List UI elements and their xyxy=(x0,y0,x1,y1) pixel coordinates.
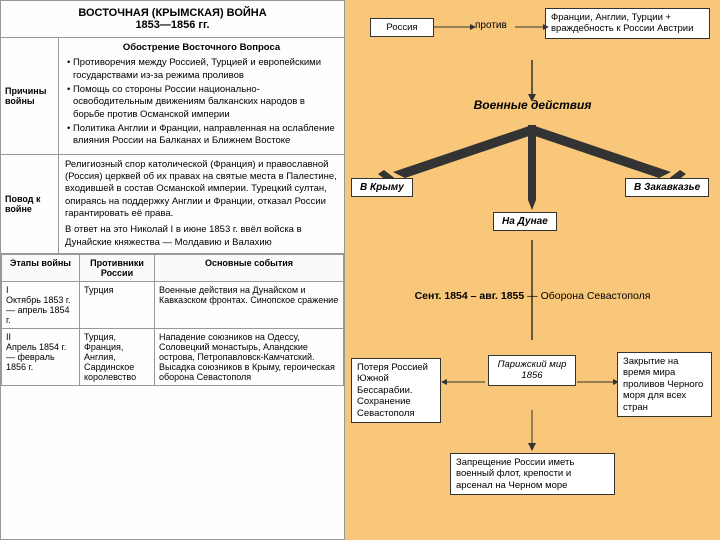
th-stages: Этапы войны xyxy=(2,255,80,282)
danube-box: На Дунае xyxy=(493,212,557,231)
enemies-box: Франции, Англии, Турции + враждебность к… xyxy=(545,8,710,39)
cell-stage2: II Апрель 1854 г. — февраль 1856 г. xyxy=(2,329,80,386)
military-label: Военные действия xyxy=(455,98,610,112)
cell-stage1: I Октябрь 1853 г. — апрель 1854 г. xyxy=(2,282,80,329)
russia-box: Россия xyxy=(370,18,434,37)
paris-box: Парижский мир 1856 xyxy=(488,355,576,386)
pretext-p2: В ответ на это Николай I в июне 1853 г. … xyxy=(65,224,338,249)
cell-enemy2: Турция, Франция, Англия, Сардинское коро… xyxy=(80,329,155,386)
right-diagram: Россия против Франции, Англии, Турции + … xyxy=(345,0,720,540)
sev-date: Сент. 1854 – авг. 1855 xyxy=(415,290,525,302)
sev-text: — Оборона Севастополя xyxy=(524,290,650,302)
pretext-section: Повод к войне Религиозный спор католичес… xyxy=(1,155,344,254)
cell-events1: Военные действия на Дунайском и Кавказск… xyxy=(155,282,344,329)
reasons-label: Причины войны xyxy=(1,38,59,154)
reasons-heading: Обострение Восточного Вопроса xyxy=(65,42,338,54)
reasons-section: Причины войны Обострение Восточного Вопр… xyxy=(1,38,344,155)
cell-events2: Нападение союзников на Одессу, Соловецки… xyxy=(155,329,344,386)
reason-1: • Противоречия между Россией, Турцией и … xyxy=(65,57,338,82)
ban-box: Запрещение России иметь военный флот, кр… xyxy=(450,453,615,495)
table-row: II Апрель 1854 г. — февраль 1856 г. Турц… xyxy=(2,329,344,386)
pretext-content: Религиозный спор католической (Франция) … xyxy=(59,155,344,253)
table-header-row: Этапы войны Противники России Основные с… xyxy=(2,255,344,282)
loss-box: Потеря Россией Южной Бессарабии. Сохране… xyxy=(351,358,441,423)
pretext-label: Повод к войне xyxy=(1,155,59,253)
left-panel: ВОСТОЧНАЯ (КРЫМСКАЯ) ВОЙНА 1853—1856 гг.… xyxy=(0,0,345,540)
cell-enemy1: Турция xyxy=(80,282,155,329)
pretext-p1: Религиозный спор католической (Франция) … xyxy=(65,159,338,221)
straits-box: Закрытие на время мира проливов Черного … xyxy=(617,352,712,417)
reasons-content: Обострение Восточного Вопроса • Противор… xyxy=(59,38,344,154)
stages-table: Этапы войны Противники России Основные с… xyxy=(1,254,344,386)
sevastopol-line: Сент. 1854 – авг. 1855 — Оборона Севасто… xyxy=(345,290,720,302)
table-row: I Октябрь 1853 г. — апрель 1854 г. Турци… xyxy=(2,282,344,329)
crimea-box: В Крыму xyxy=(351,178,413,197)
caucasus-box: В Закавказье xyxy=(625,178,709,197)
th-events: Основные события xyxy=(155,255,344,282)
th-enemies: Противники России xyxy=(80,255,155,282)
reason-2: • Помощь со стороны России национально-о… xyxy=(65,84,338,121)
reason-3: • Политика Англии и Франции, направленна… xyxy=(65,123,338,148)
main-title: ВОСТОЧНАЯ (КРЫМСКАЯ) ВОЙНА 1853—1856 гг. xyxy=(1,1,344,38)
against-label: против xyxy=(475,20,507,31)
